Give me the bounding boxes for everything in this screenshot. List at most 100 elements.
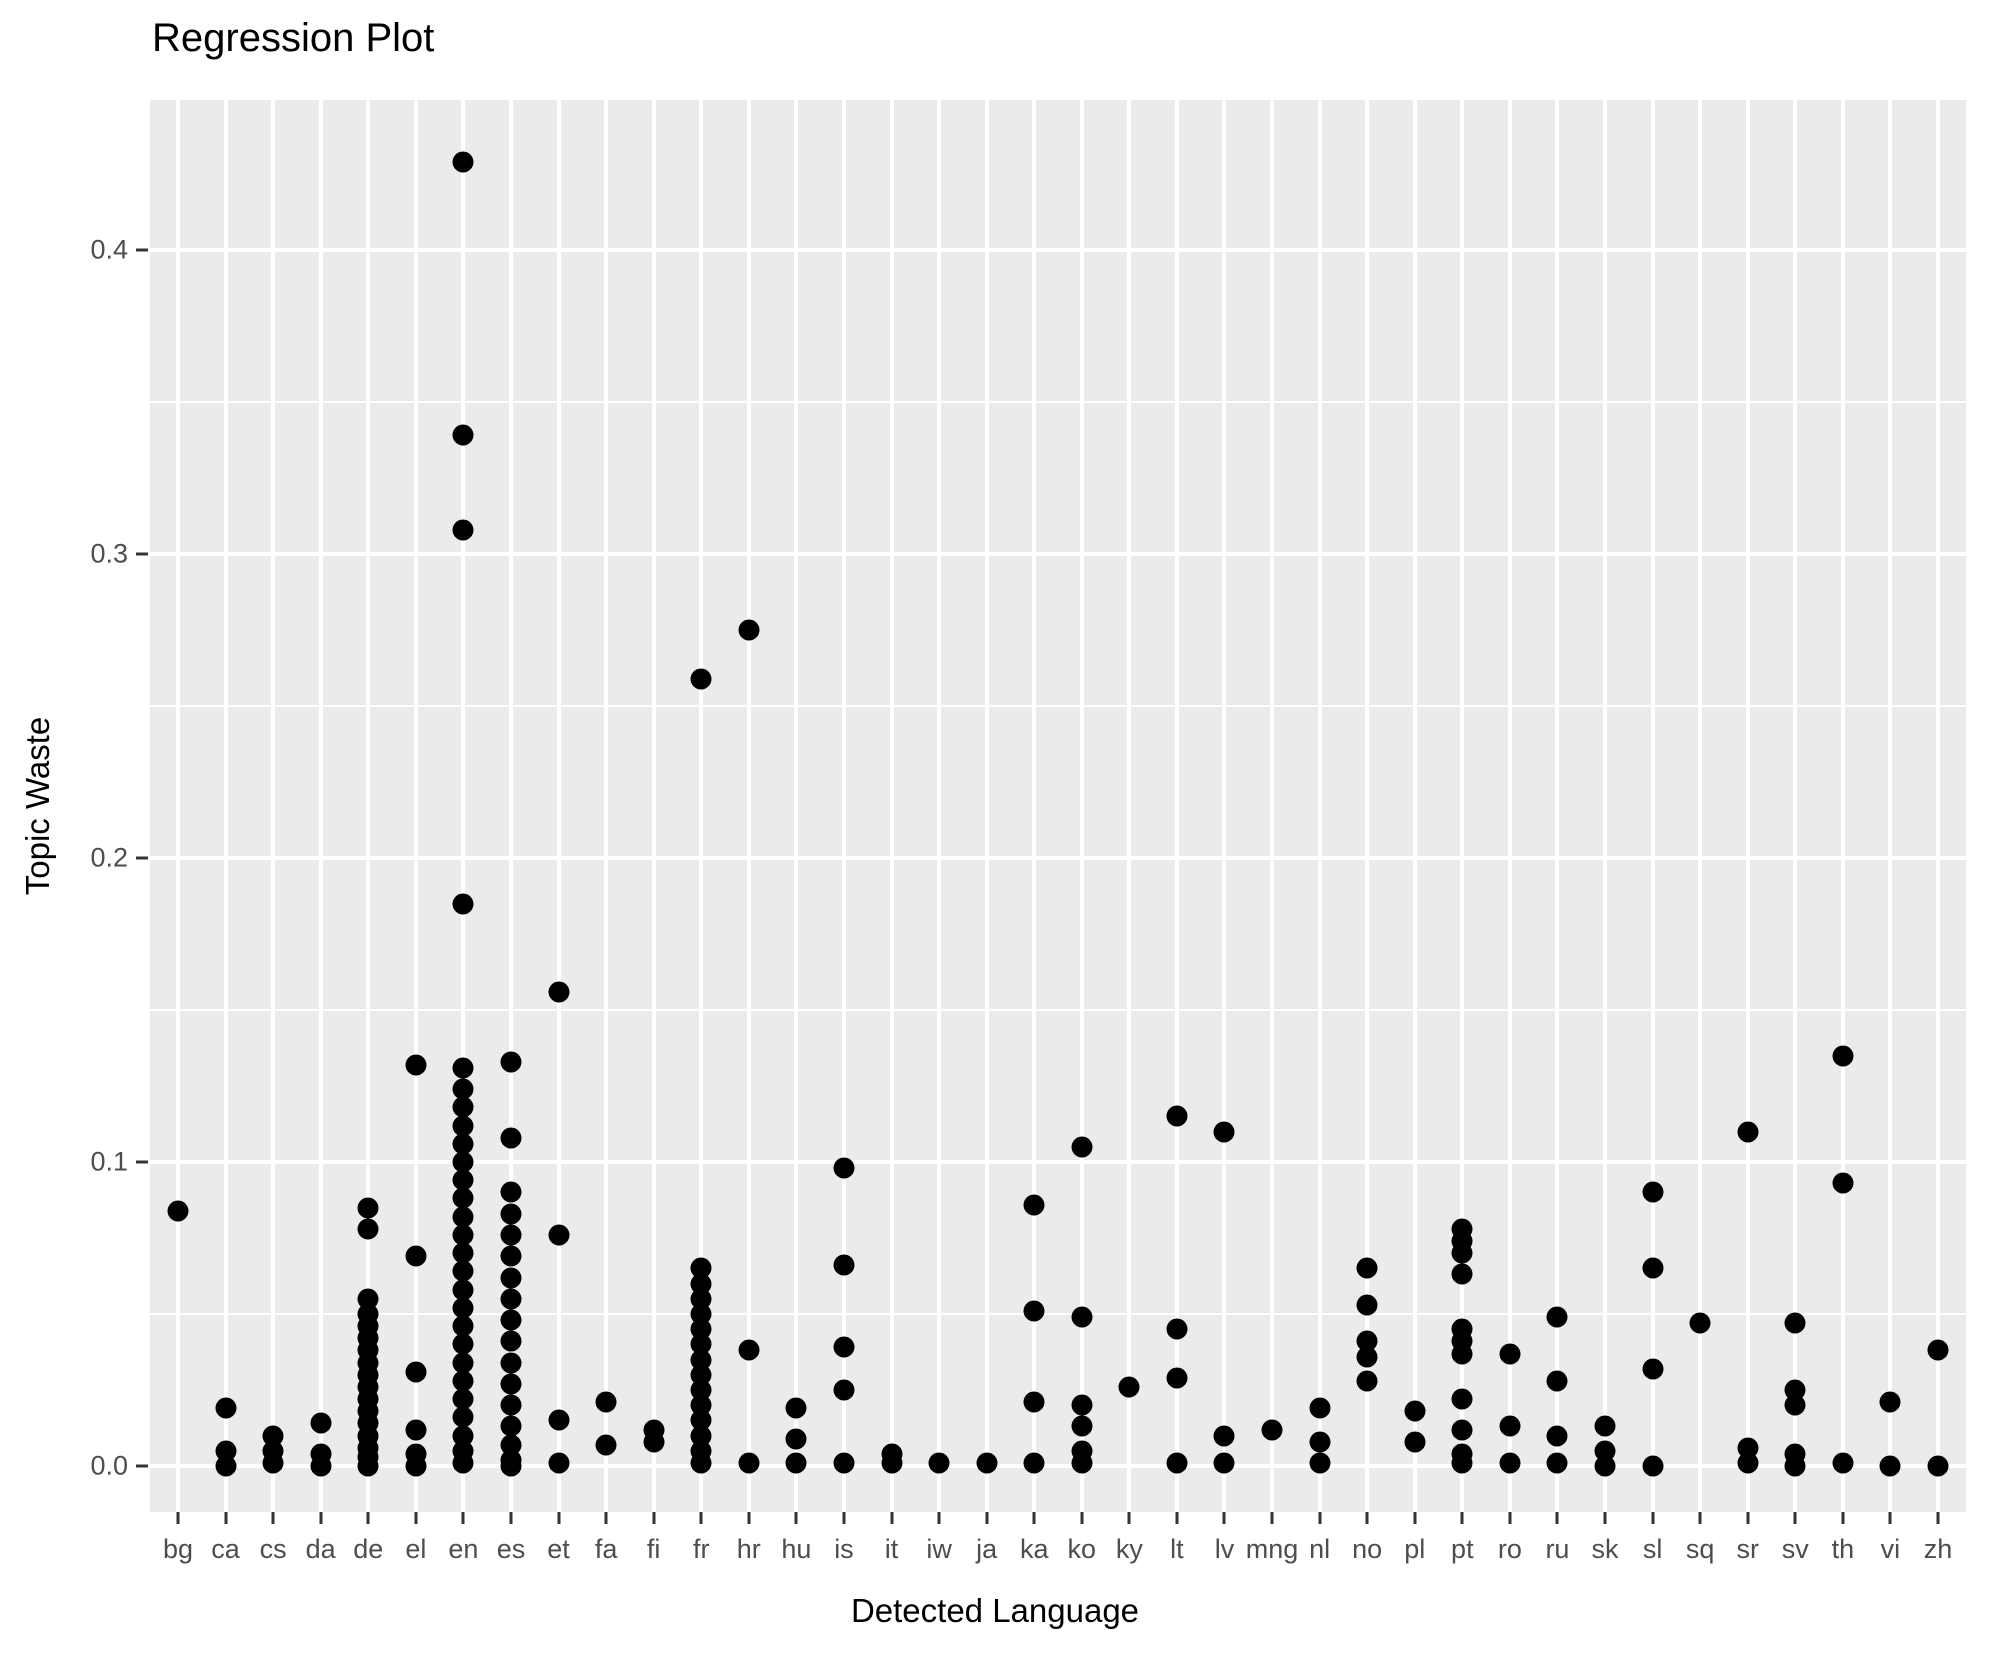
data-point-lv (1213, 1121, 1235, 1143)
data-point-ja (976, 1452, 998, 1474)
data-point-pt (1451, 1419, 1473, 1441)
data-point-en (452, 1297, 474, 1319)
data-point-sr (1737, 1121, 1759, 1143)
x-major-gridline (1032, 100, 1037, 1512)
data-point-hu (785, 1397, 807, 1419)
x-major-gridline (1222, 100, 1227, 1512)
y-major-gridline (150, 248, 1966, 252)
data-point-it (881, 1452, 902, 1474)
x-major-gridline (1793, 100, 1798, 1512)
y-major-gridline (150, 1464, 1966, 1468)
x-major-gridline (1603, 100, 1608, 1512)
y-minor-gridline (150, 705, 1966, 707)
x-tick-label-no: no (1352, 1534, 1383, 1564)
x-tick-mark (699, 1512, 703, 1524)
y-major-gridline (150, 856, 1966, 860)
data-point-vi (1879, 1455, 1901, 1477)
x-tick-mark (842, 1512, 846, 1524)
data-point-el (405, 1455, 427, 1477)
x-tick-mark (176, 1512, 180, 1524)
data-point-vi (1879, 1391, 1901, 1413)
data-point-ko (1071, 1394, 1093, 1416)
x-major-gridline (1507, 100, 1512, 1512)
data-point-et (548, 1224, 570, 1246)
x-tick-mark (1318, 1512, 1322, 1524)
data-point-pl (1404, 1431, 1426, 1453)
data-point-fi (643, 1431, 665, 1453)
data-point-es (500, 1051, 522, 1073)
x-major-gridline (1412, 100, 1417, 1512)
x-tick-label-ko: ko (1067, 1534, 1097, 1564)
x-tick-mark (937, 1512, 941, 1524)
data-point-sv (1784, 1455, 1806, 1477)
x-tick-mark (1936, 1512, 1940, 1524)
y-major-gridline (150, 1160, 1966, 1164)
y-minor-gridline (150, 401, 1966, 403)
data-point-en (452, 1352, 474, 1374)
y-minor-gridline (150, 1009, 1966, 1011)
data-point-es (500, 1394, 522, 1416)
data-point-nl (1309, 1397, 1331, 1419)
data-point-ru (1546, 1370, 1568, 1392)
x-major-gridline (1840, 100, 1845, 1512)
data-point-el (405, 1245, 427, 1267)
data-point-sv (1784, 1312, 1806, 1334)
data-point-en (452, 1224, 474, 1246)
x-major-gridline (841, 100, 846, 1512)
data-point-cs (262, 1452, 284, 1474)
x-major-gridline (699, 100, 704, 1512)
data-point-ko (1071, 1452, 1093, 1474)
x-tick-label-en: en (448, 1534, 479, 1564)
data-point-lt (1166, 1105, 1188, 1127)
x-tick-label-mng: mng (1245, 1534, 1299, 1564)
data-point-hr (738, 1339, 760, 1361)
x-tick-mark (890, 1512, 893, 1524)
x-tick-mark (1841, 1512, 1845, 1524)
x-tick-mark (1888, 1512, 1892, 1524)
data-point-bg (167, 1200, 189, 1222)
data-point-de (357, 1455, 379, 1477)
data-point-pt (1451, 1242, 1473, 1264)
x-tick-label-fa: fa (594, 1534, 618, 1564)
x-tick-mark (1603, 1512, 1607, 1524)
data-point-ka (1023, 1300, 1045, 1322)
data-point-el (405, 1419, 427, 1441)
data-point-is (833, 1254, 855, 1276)
data-point-sr (1737, 1452, 1759, 1474)
x-major-gridline (746, 100, 751, 1512)
x-major-gridline (1270, 100, 1275, 1512)
x-tick-mark (366, 1512, 370, 1524)
data-point-en (452, 1206, 474, 1228)
data-point-es (500, 1288, 522, 1310)
data-point-is (833, 1336, 855, 1358)
x-tick-mark (1698, 1512, 1702, 1524)
x-tick-mark (1746, 1512, 1750, 1524)
data-point-es (500, 1373, 522, 1395)
x-major-gridline (1555, 100, 1560, 1512)
data-point-en (452, 1333, 474, 1355)
y-tick-mark (136, 248, 148, 252)
data-point-fr (690, 668, 712, 690)
x-tick-label-sl: sl (1642, 1534, 1663, 1564)
data-point-lt (1166, 1318, 1188, 1340)
data-point-lv (1213, 1452, 1235, 1474)
x-axis-title: Detected Language (850, 1592, 1140, 1629)
data-point-et (548, 981, 570, 1003)
x-tick-mark (1032, 1512, 1036, 1524)
plot-panel (150, 100, 1966, 1512)
data-point-ro (1499, 1452, 1521, 1474)
x-major-gridline (651, 100, 656, 1512)
data-point-is (833, 1379, 855, 1401)
x-tick-label-sk: sk (1591, 1534, 1619, 1564)
x-tick-mark (271, 1512, 275, 1524)
data-point-pt (1451, 1343, 1473, 1365)
x-tick-mark (509, 1512, 513, 1524)
data-point-es (500, 1224, 522, 1246)
data-point-ka (1023, 1452, 1045, 1474)
x-tick-label-bg: bg (162, 1534, 194, 1564)
data-point-en (452, 1279, 474, 1301)
y-tick-label: 0.2 (90, 842, 128, 873)
x-tick-label-it: it (884, 1534, 899, 1564)
x-tick-label-ky: ky (1115, 1534, 1143, 1564)
